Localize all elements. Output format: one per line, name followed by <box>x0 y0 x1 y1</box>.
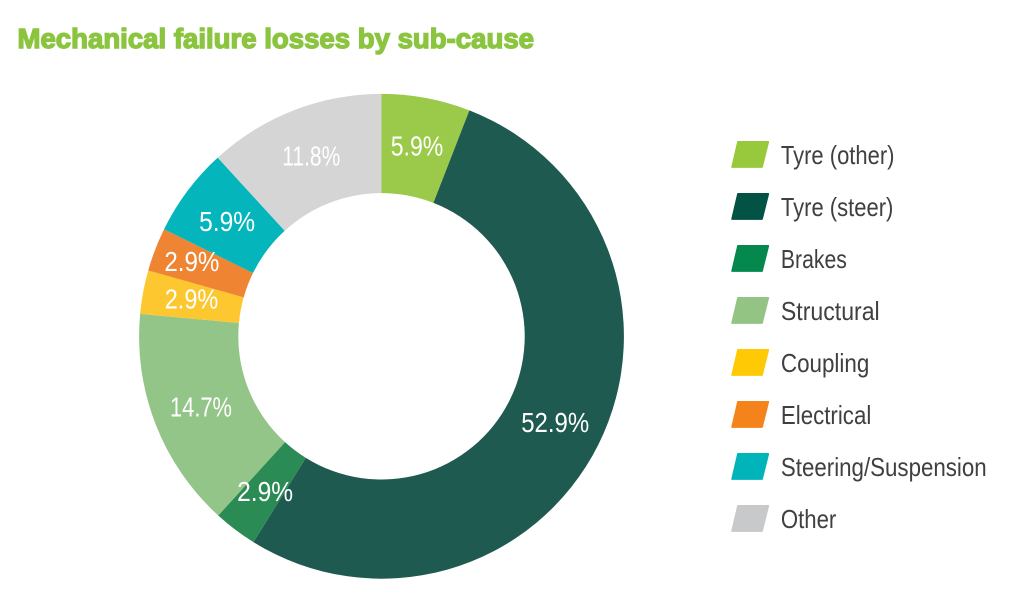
svg-text:2.9%: 2.9% <box>165 284 219 315</box>
svg-text:Brakes: Brakes <box>781 244 847 274</box>
svg-text:Other: Other <box>781 504 837 534</box>
svg-text:Structural: Structural <box>781 296 880 326</box>
svg-text:Electrical: Electrical <box>781 400 871 430</box>
svg-text:14.7%: 14.7% <box>170 391 232 422</box>
svg-text:2.9%: 2.9% <box>237 476 293 507</box>
svg-text:Mechanical failure losses by s: Mechanical failure losses by sub-cause <box>18 23 535 54</box>
svg-text:Steering/Suspension: Steering/Suspension <box>781 452 987 482</box>
svg-text:11.8%: 11.8% <box>282 141 340 172</box>
svg-text:5.9%: 5.9% <box>391 130 444 161</box>
svg-text:5.9%: 5.9% <box>199 206 255 237</box>
svg-text:52.9%: 52.9% <box>521 407 589 438</box>
svg-text:Tyre (steer): Tyre (steer) <box>781 192 894 222</box>
svg-text:Coupling: Coupling <box>781 348 869 378</box>
svg-text:Tyre (other): Tyre (other) <box>781 140 895 170</box>
svg-text:2.9%: 2.9% <box>164 246 219 277</box>
